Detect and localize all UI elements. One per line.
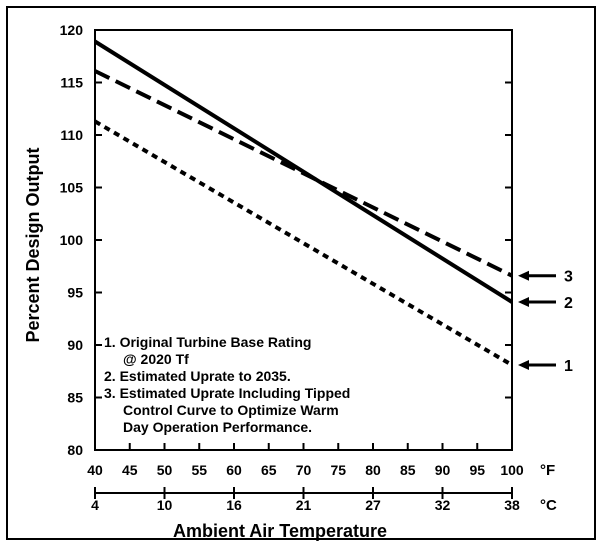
celsius-tick-label-4: 4 (91, 497, 99, 513)
celsius-tick-label-38: 38 (504, 497, 520, 513)
y-tick-label-100: 100 (60, 232, 84, 248)
celsius-tick-label-32: 32 (435, 497, 451, 513)
series-arrowhead-2 (518, 296, 529, 307)
y-tick-label-110: 110 (60, 127, 83, 143)
y-tick-label-80: 80 (67, 442, 83, 458)
series-label-2: 2 (564, 295, 573, 312)
y-tick-label-105: 105 (60, 180, 84, 196)
y-tick-label-120: 120 (60, 22, 84, 38)
x-tick-label-95: 95 (469, 462, 485, 478)
x-tick-label-60: 60 (226, 462, 242, 478)
series-line-3 (94, 69, 513, 278)
x-tick-label-55: 55 (191, 462, 207, 478)
celsius-tick-label-27: 27 (365, 497, 381, 513)
y-tick-label-95: 95 (67, 285, 83, 301)
legend-entry-1: 1. Original Turbine Base Rating (104, 334, 311, 350)
y-axis-title: Percent Design Output (23, 147, 43, 342)
x-tick-label-40: 40 (87, 462, 103, 478)
x-tick-label-70: 70 (296, 462, 312, 478)
y-tick-label-90: 90 (67, 337, 83, 353)
series-line-1 (93, 119, 514, 367)
fahrenheit-unit-label: °F (540, 462, 555, 479)
x-tick-label-75: 75 (330, 462, 346, 478)
series-label-3: 3 (564, 269, 573, 286)
y-tick-label-115: 115 (60, 75, 83, 91)
chart-frame (6, 6, 596, 540)
y-tick-label-85: 85 (67, 390, 83, 406)
celsius-unit-label: °C (540, 497, 557, 514)
legend-entry-3-cont-2: Day Operation Performance. (123, 419, 312, 435)
x-tick-label-45: 45 (122, 462, 138, 478)
legend-entry-3: 3. Estimated Uprate Including Tipped (104, 385, 350, 401)
x-tick-label-85: 85 (400, 462, 416, 478)
series-label-1: 1 (564, 358, 573, 375)
x-tick-label-90: 90 (435, 462, 451, 478)
x-tick-label-100: 100 (500, 462, 524, 478)
legend-entry-2: 2. Estimated Uprate to 2035. (104, 368, 291, 384)
x-tick-label-50: 50 (157, 462, 173, 478)
x-tick-label-80: 80 (365, 462, 381, 478)
series-arrowhead-3 (518, 270, 529, 281)
legend-box: 1. Original Turbine Base Rating @ 2020 T… (104, 334, 350, 435)
x-axis-title: Ambient Air Temperature (173, 521, 387, 541)
celsius-tick-label-21: 21 (296, 497, 312, 513)
celsius-tick-label-10: 10 (157, 497, 173, 513)
x-tick-label-65: 65 (261, 462, 277, 478)
legend-entry-3-cont: Control Curve to Optimize Warm (123, 402, 339, 418)
celsius-tick-label-16: 16 (226, 497, 242, 513)
legend-entry-1-cont: @ 2020 Tf (123, 351, 189, 367)
series-arrowhead-1 (518, 359, 529, 370)
